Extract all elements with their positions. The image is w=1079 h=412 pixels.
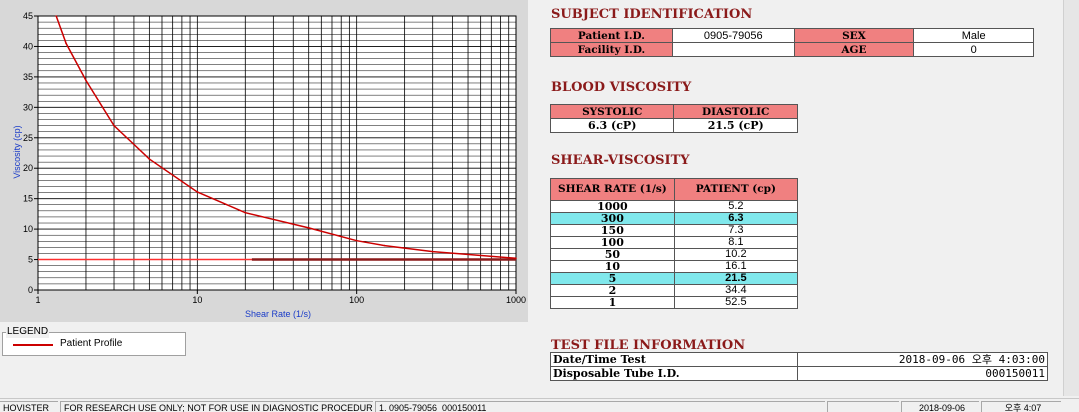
facility-id-value — [671, 42, 795, 57]
y-tick-label: 30 — [23, 102, 33, 112]
y-tick-label: 25 — [23, 133, 33, 143]
y-tick-label: 10 — [23, 224, 33, 234]
shear-rate-cell: 100 — [550, 236, 675, 249]
y-tick-label: 20 — [23, 163, 33, 173]
data-point — [55, 15, 57, 17]
table-row: 1 52.5 — [550, 296, 799, 309]
legend-label-patient-profile: Patient Profile — [60, 338, 123, 349]
x-tick-label: 1000 — [506, 295, 526, 305]
patient-cp-cell: 7.3 — [673, 224, 799, 237]
datetime-value: 2018-09-06 오후 4:03:00 — [797, 352, 1048, 367]
blood-viscosity-table: SYSTOLIC DIASTOLIC 6.3 (cP) 21.5 (cP) — [549, 104, 798, 133]
shear-rate-cell: 5 — [550, 272, 675, 285]
chart-svg: 0 5 10 15 20 25 30 35 40 45 1 10 100 1000 Shear Rate … — [0, 0, 528, 322]
x-tick-label: 10 — [192, 295, 202, 305]
datetime-label: Date/Time Test — [549, 352, 799, 367]
status-time: 오후 4:07 — [981, 401, 1061, 412]
data-point — [355, 239, 358, 242]
y-tick-label: 40 — [23, 41, 33, 51]
patient-cp-cell: 34.4 — [673, 284, 799, 297]
table-row: 150 7.3 — [550, 224, 799, 237]
tube-id-label: Disposable Tube I.D. — [549, 366, 799, 381]
vertical-scrollbar[interactable] — [1063, 0, 1079, 396]
status-file: 1. 0905-79056_000150011 — [375, 401, 825, 412]
diastolic-label: DIASTOLIC — [673, 104, 798, 119]
shear-rate-cell: 50 — [550, 248, 675, 261]
viscosity-chart: 0 5 10 15 20 25 30 35 40 45 1 10 100 1000 Shear Rate … — [0, 0, 528, 322]
patient-cp-header: PATIENT (cp) — [673, 178, 799, 201]
status-app-name: HOVISTER — [0, 401, 58, 412]
status-bar: HOVISTER FOR RESEARCH USE ONLY; NOT FOR … — [0, 398, 1079, 412]
x-axis-label: Shear Rate (1/s) — [245, 309, 311, 319]
facility-id-label: Facility I.D. — [550, 42, 673, 57]
patient-cp-cell: 8.1 — [673, 236, 799, 249]
table-row: 100 8.1 — [550, 236, 799, 249]
table-row: 10 16.1 — [550, 260, 799, 273]
data-point — [113, 124, 115, 127]
patient-id-value: 0905-79056 — [671, 28, 795, 43]
y-tick-label: 35 — [23, 72, 33, 82]
data-point — [196, 191, 199, 193]
blood-viscosity-title: BLOOD VISCOSITY — [551, 80, 692, 95]
patient-cp-cell: 16.1 — [673, 260, 799, 273]
shear-rate-cell: 10 — [550, 260, 675, 273]
y-tick-label: 5 — [28, 255, 33, 265]
table-row: 1000 5.2 — [550, 200, 799, 213]
age-label: AGE — [793, 42, 915, 57]
table-row-highlighted: 300 6.3 — [550, 212, 799, 225]
systolic-value: 6.3 (cP) — [549, 118, 675, 133]
patient-cp-cell: 52.5 — [673, 296, 799, 309]
patient-cp-cell: 21.5 — [673, 272, 799, 285]
shear-viscosity-title: SHEAR-VISCOSITY — [551, 153, 690, 168]
data-point — [244, 211, 247, 214]
sex-value: Male — [913, 28, 1034, 43]
table-row: 50 10.2 — [550, 248, 799, 261]
sex-label: SEX — [793, 28, 915, 43]
status-date: 2018-09-06 — [901, 401, 979, 412]
patient-cp-cell: 10.2 — [673, 248, 799, 261]
age-value: 0 — [913, 42, 1034, 57]
shear-rate-header: SHEAR RATE (1/s) — [550, 178, 675, 201]
data-point — [65, 42, 67, 45]
patient-cp-cell: 5.2 — [673, 200, 799, 213]
legend-swatch-patient-profile — [13, 344, 53, 346]
subject-table: Patient I.D. 0905-79056 SEX Male Facilit… — [550, 28, 1034, 57]
shear-rate-cell: 1 — [550, 296, 675, 309]
diastolic-value: 21.5 (cP) — [673, 118, 798, 133]
y-tick-label: 45 — [23, 11, 33, 21]
y-axis-label: Viscosity (cp) — [12, 125, 22, 178]
shear-rate-cell: 2 — [550, 284, 675, 297]
shear-rate-cell: 1000 — [550, 200, 675, 213]
test-file-information-title: TEST FILE INFORMATION — [551, 338, 746, 353]
legend-box: LEGEND Patient Profile — [2, 326, 186, 356]
data-point — [515, 257, 517, 260]
subject-identification-title: SUBJECT IDENTIFICATION — [551, 7, 753, 22]
data-point — [383, 244, 386, 247]
data-point — [307, 227, 310, 229]
x-tick-label: 100 — [349, 295, 364, 305]
patient-cp-cell: 6.3 — [673, 212, 799, 225]
legend-title: LEGEND — [6, 326, 50, 338]
table-row-highlighted: 5 21.5 — [550, 272, 799, 285]
shear-rate-cell: 300 — [550, 212, 675, 225]
series-line-patient-profile — [55, 15, 517, 260]
table-row: 2 34.4 — [550, 284, 799, 297]
shear-viscosity-table: SHEAR RATE (1/s) PATIENT (cp) 1000 5.2 30… — [550, 178, 799, 309]
tube-id-value: 000150011 — [797, 366, 1048, 381]
systolic-label: SYSTOLIC — [549, 104, 675, 119]
data-point — [85, 79, 87, 82]
status-empty — [827, 401, 899, 412]
test-file-table: Date/Time Test 2018-09-06 오후 4:03:00 Dis… — [549, 352, 1048, 381]
y-tick-label: 0 — [28, 285, 33, 295]
y-tick-label: 15 — [23, 194, 33, 204]
patient-id-label: Patient I.D. — [550, 28, 673, 43]
shear-rate-cell: 150 — [550, 224, 675, 237]
data-point — [431, 250, 434, 253]
status-notice: FOR RESEARCH USE ONLY; NOT FOR USE IN DI… — [60, 401, 373, 412]
plot-area — [37, 15, 517, 291]
x-tick-label: 1 — [35, 295, 40, 305]
data-point — [148, 158, 151, 160]
